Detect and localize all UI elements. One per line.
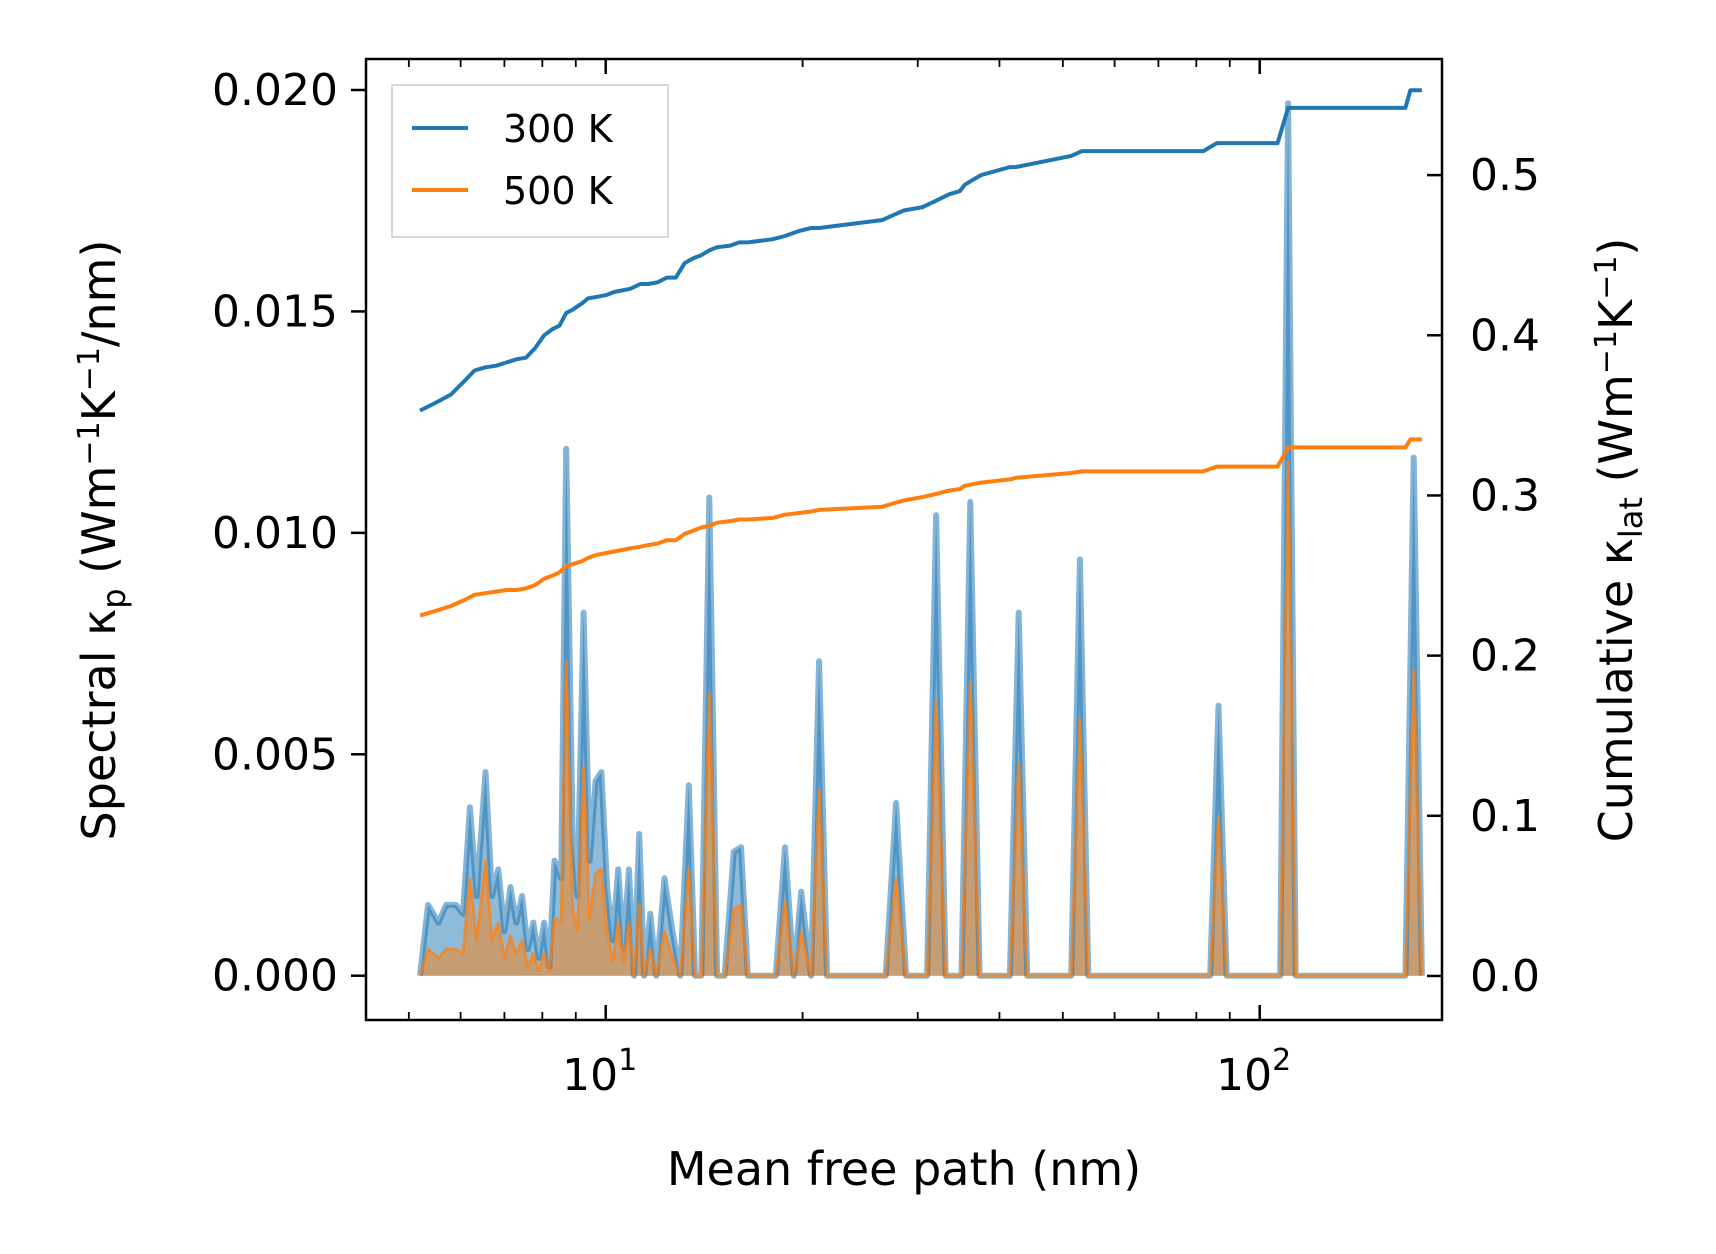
y-axis-left: 0.000 0.005 0.010 0.015 0.020 <box>212 65 366 1002</box>
x-tick-exponent: 2 <box>1272 1043 1291 1078</box>
legend-box <box>391 84 669 238</box>
y-right-tick-label: 0.3 <box>1470 470 1540 521</box>
y-right-title-sup2: −1 <box>1589 256 1624 300</box>
cumulative-line-300k <box>419 88 1422 413</box>
y-right-tick-label: 0.1 <box>1470 791 1540 842</box>
x-axis-title: Mean free path (nm) <box>667 1142 1141 1196</box>
x-tick-label: 101 <box>562 1043 637 1101</box>
cumulative-lines <box>419 88 1422 618</box>
y-right-title-main: Cumulative κ <box>1589 538 1643 842</box>
y-right-tick-label: 0.0 <box>1470 951 1540 1002</box>
y-left-tick-label: 0.010 <box>212 508 338 559</box>
y-right-title-units: (Wm <box>1589 374 1643 497</box>
x-tick-base: 10 <box>562 1050 618 1101</box>
y-axis-right-title: Cumulative κlat (Wm−1K−1) <box>1589 238 1650 843</box>
y-left-tick-label: 0.000 <box>212 951 338 1002</box>
y-left-tick-label: 0.020 <box>212 65 338 116</box>
y-axis-left-title: Spectral κp (Wm−1K−1/nm) <box>72 240 133 841</box>
y-left-title-units-end: /nm) <box>72 240 126 347</box>
y-left-title-units: (Wm <box>72 466 126 589</box>
y-left-title-sub: p <box>95 588 133 608</box>
y-left-title-sup2: −1 <box>72 347 107 391</box>
x-tick-label: 102 <box>1216 1043 1291 1101</box>
y-right-tick-label: 0.5 <box>1470 150 1540 201</box>
x-tick-base: 10 <box>1216 1050 1272 1101</box>
y-left-title-main: Spectral κ <box>72 609 126 841</box>
y-left-title-sup1: −1 <box>72 421 107 465</box>
legend-label-300k: 300 K <box>503 107 614 151</box>
y-right-tick-label: 0.4 <box>1470 310 1540 361</box>
legend-label-500k: 500 K <box>503 169 614 213</box>
y-right-title-units-end: ) <box>1589 238 1643 256</box>
spectral-lines <box>417 100 1425 979</box>
legend: 300 K 500 K <box>391 84 669 238</box>
y-left-tick-label: 0.005 <box>212 729 338 780</box>
y-right-tick-label: 0.2 <box>1470 631 1540 682</box>
x-axis: 101 102 <box>407 59 1291 1101</box>
y-left-tick-label: 0.015 <box>212 286 338 337</box>
x-tick-exponent: 1 <box>618 1043 637 1078</box>
y-right-title-units-mid: K <box>1589 298 1643 330</box>
cumulative-line-500k <box>419 437 1422 618</box>
y-left-title-units-mid: K <box>72 389 126 421</box>
y-right-title-sup1: −1 <box>1589 330 1624 374</box>
spectral-line-500k <box>418 460 1424 978</box>
y-axis-right: 0.0 0.1 0.2 0.3 0.4 0.5 <box>1427 150 1540 1002</box>
plot-frame <box>364 57 1444 1022</box>
y-right-title-sub: lat <box>1612 497 1650 538</box>
